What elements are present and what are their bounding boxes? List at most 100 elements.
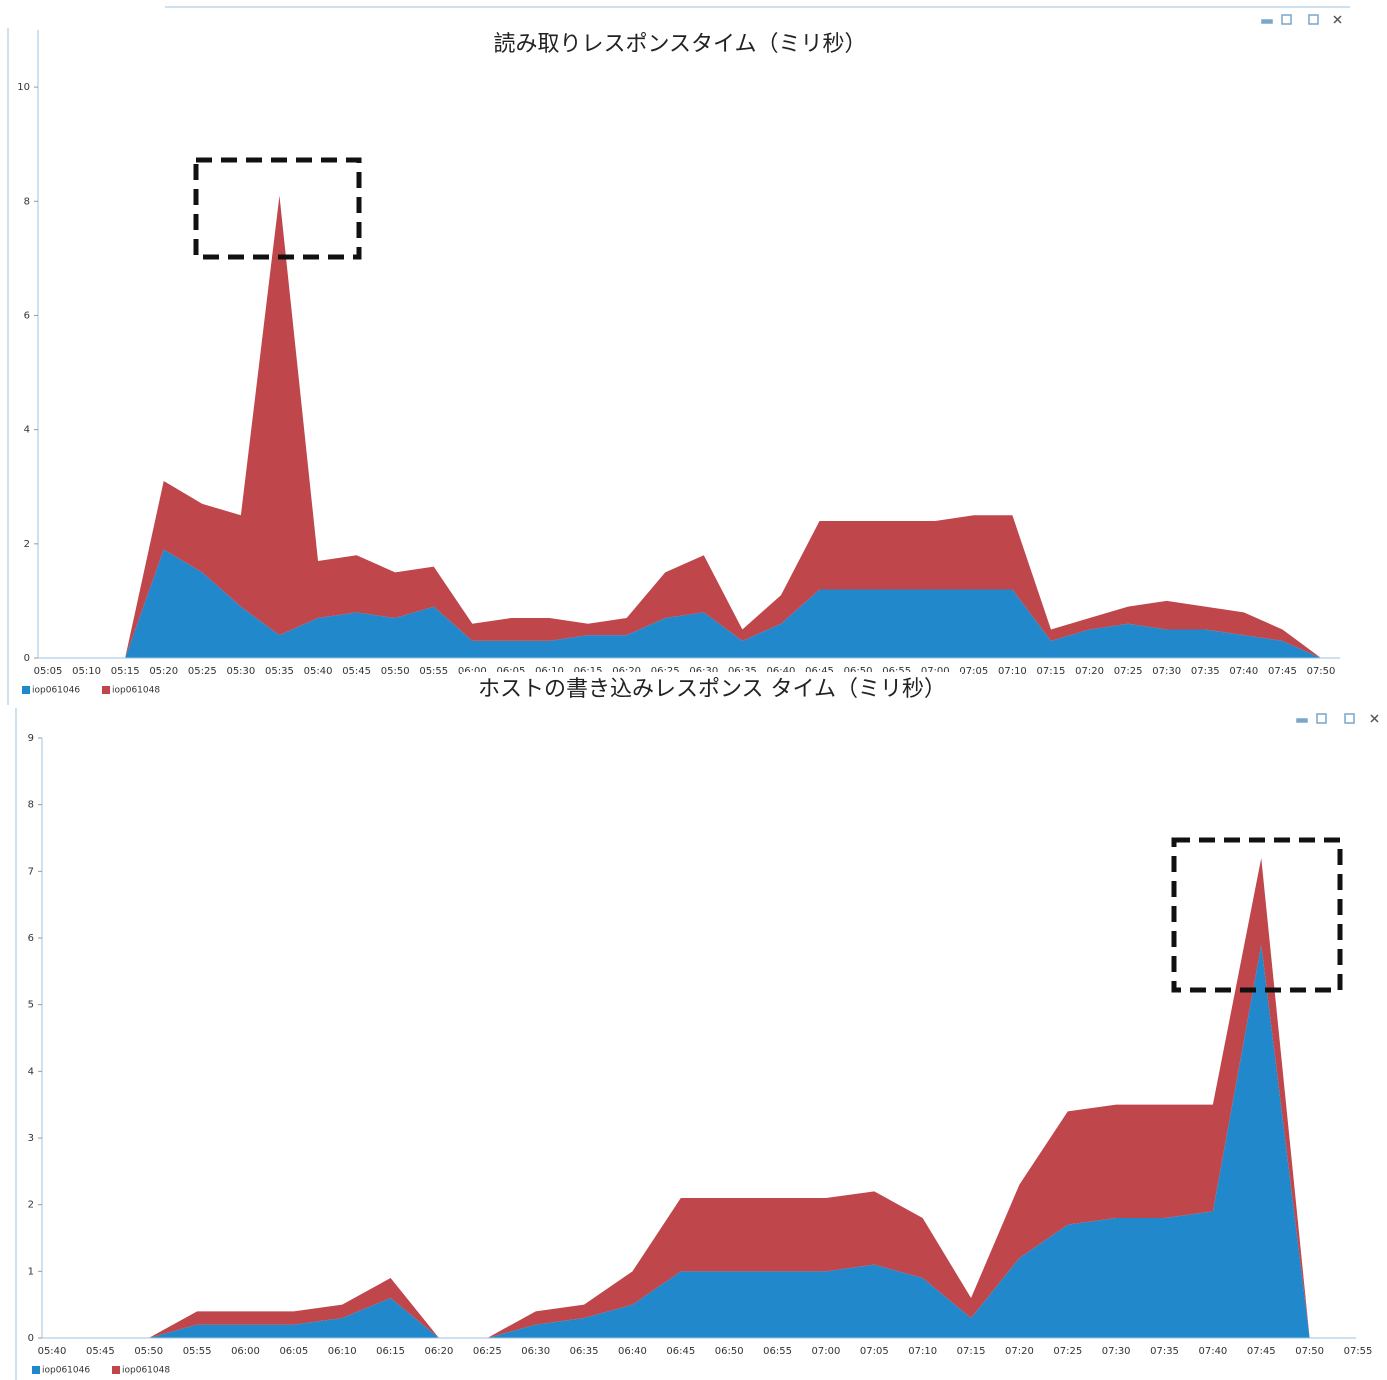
legend-swatch (22, 686, 30, 694)
x-tick-label: 07:40 (1229, 666, 1258, 677)
x-tick-label: 06:25 (651, 666, 680, 677)
y-tick-label: 9 (28, 733, 34, 744)
minimize-icon[interactable] (1261, 19, 1273, 24)
x-tick-label: 07:25 (1053, 1346, 1082, 1357)
x-tick-label: 07:05 (860, 1346, 889, 1357)
x-tick-label: 07:20 (1005, 1346, 1034, 1357)
x-tick-label: 06:20 (612, 666, 641, 677)
y-tick-label: 2 (28, 1200, 34, 1211)
x-tick-label: 06:50 (844, 666, 873, 677)
x-tick-label: 07:50 (1307, 666, 1336, 677)
x-tick-label: 06:05 (496, 666, 525, 677)
menu-icon[interactable] (1316, 713, 1327, 724)
y-tick-label: 2 (24, 539, 30, 550)
x-tick-label: 07:35 (1191, 666, 1220, 677)
x-tick-label: 06:40 (618, 1346, 647, 1357)
x-tick-label: 07:20 (1075, 666, 1104, 677)
x-tick-label: 05:30 (226, 666, 255, 677)
x-tick-label: 06:55 (882, 666, 911, 677)
chart-title: ホストの書き込みレスポンス タイム（ミリ秒） (478, 677, 946, 702)
legend-label: iop061048 (112, 686, 160, 696)
x-tick-label: 05:10 (72, 666, 101, 677)
x-tick-label: 07:25 (1114, 666, 1143, 677)
legend-swatch (102, 686, 110, 694)
x-tick-label: 07:50 (1295, 1346, 1324, 1357)
area (48, 195, 1321, 658)
title-background (462, 672, 962, 706)
close-icon[interactable] (1370, 714, 1379, 723)
x-tick-label: 06:30 (689, 666, 718, 677)
x-tick-label: 07:00 (921, 666, 950, 677)
x-tick-label: 06:20 (425, 1346, 454, 1357)
legend-label: iop061046 (32, 686, 80, 696)
x-tick-label: 07:55 (1344, 1346, 1373, 1357)
legend-swatch (32, 1366, 40, 1374)
highlight-box (1171, 837, 1343, 993)
y-tick-label: 3 (28, 1133, 34, 1144)
popout-icon[interactable] (1344, 713, 1355, 724)
x-tick-label: 05:25 (188, 666, 217, 677)
x-tick-label: 06:30 (521, 1346, 550, 1357)
menu-icon[interactable] (1281, 14, 1292, 25)
x-tick-label: 05:20 (149, 666, 178, 677)
x-tick-label: 06:45 (666, 1346, 695, 1357)
x-tick-label: 07:30 (1102, 1346, 1131, 1357)
x-tick-label: 06:10 (535, 666, 564, 677)
x-tick-label: 07:45 (1268, 666, 1297, 677)
y-tick-label: 6 (24, 310, 30, 321)
x-tick-label: 06:15 (376, 1346, 405, 1357)
legend-label: iop061048 (122, 1366, 170, 1376)
x-tick-label: 06:15 (574, 666, 603, 677)
y-tick-label: 8 (24, 196, 30, 207)
area (48, 549, 1321, 658)
x-tick-label: 07:15 (957, 1346, 986, 1357)
y-tick-label: 4 (24, 425, 30, 436)
y-tick-label: 7 (28, 866, 34, 877)
legend-swatch (112, 1366, 120, 1374)
x-tick-label: 06:10 (328, 1346, 357, 1357)
x-tick-label: 07:10 (908, 1346, 937, 1357)
x-tick-label: 07:45 (1247, 1346, 1276, 1357)
area (52, 944, 1310, 1338)
x-tick-label: 05:50 (134, 1346, 163, 1357)
highlight-box (193, 157, 362, 260)
y-tick-label: 6 (28, 933, 34, 944)
minimize-icon[interactable] (1296, 718, 1308, 723)
x-tick-label: 07:10 (998, 666, 1027, 677)
x-tick-label: 07:35 (1150, 1346, 1179, 1357)
x-tick-label: 05:40 (38, 1346, 67, 1357)
y-tick-label: 8 (28, 800, 34, 811)
x-tick-label: 05:05 (34, 666, 63, 677)
x-tick-label: 07:00 (812, 1346, 841, 1357)
x-tick-label: 05:55 (183, 1346, 212, 1357)
x-tick-label: 05:40 (304, 666, 333, 677)
y-tick-label: 10 (17, 82, 30, 93)
y-tick-label: 0 (24, 653, 30, 664)
y-tick-label: 0 (28, 1333, 34, 1344)
chart-title: 読み取りレスポンスタイム（ミリ秒） (493, 32, 866, 57)
popout-icon[interactable] (1308, 14, 1319, 25)
y-tick-label: 5 (28, 1000, 34, 1011)
close-icon[interactable] (1333, 15, 1342, 24)
x-tick-label: 06:55 (763, 1346, 792, 1357)
x-tick-label: 05:45 (86, 1346, 115, 1357)
y-tick-label: 1 (28, 1266, 34, 1277)
title-background (460, 27, 900, 61)
x-tick-label: 06:50 (715, 1346, 744, 1357)
x-tick-label: 07:15 (1037, 666, 1066, 677)
x-tick-label: 06:35 (728, 666, 757, 677)
x-tick-label: 05:45 (342, 666, 371, 677)
x-tick-label: 07:30 (1152, 666, 1181, 677)
x-tick-label: 06:00 (458, 666, 487, 677)
y-tick-label: 4 (28, 1066, 34, 1077)
x-tick-label: 05:50 (381, 666, 410, 677)
x-tick-label: 07:40 (1198, 1346, 1227, 1357)
legend-label: iop061046 (42, 1366, 90, 1376)
toolbar-icons (1261, 14, 1379, 724)
x-tick-label: 06:45 (805, 666, 834, 677)
x-tick-label: 06:00 (231, 1346, 260, 1357)
area (52, 858, 1310, 1338)
x-tick-label: 06:35 (570, 1346, 599, 1357)
